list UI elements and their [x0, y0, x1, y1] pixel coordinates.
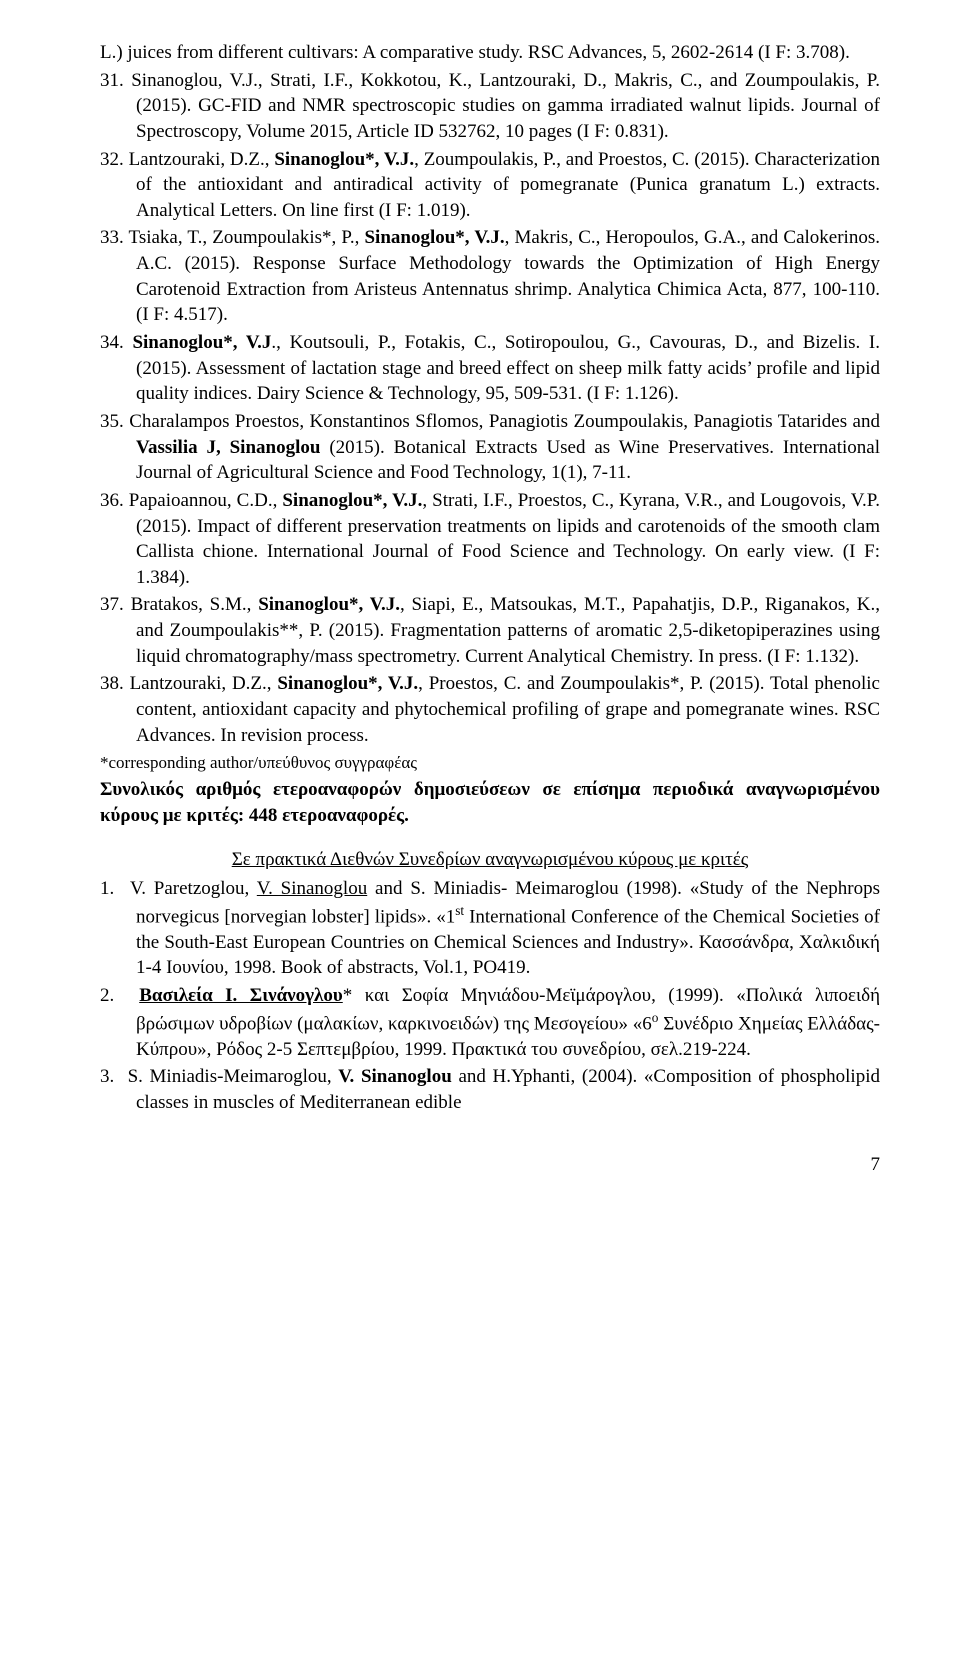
conference-list: 1. V. Paretzoglou, V. Sinanoglou and S. …: [100, 876, 880, 1115]
ref-num: 34.: [100, 332, 124, 353]
author-bold: Sinanoglou*, V.J.: [282, 490, 422, 511]
conf-item: 2. Βασιλεία Ι. Σινάνογλου* και Σοφία Μην…: [100, 983, 880, 1062]
ref-item: 32. Lantzouraki, D.Z., Sinanoglou*, V.J.…: [100, 147, 880, 224]
conf-num: 3.: [100, 1066, 114, 1087]
conf-text: S. Miniadis-Meimaroglou,: [128, 1066, 339, 1087]
ref-text: Tsiaka, T., Zoumpoulakis*, P.,: [129, 227, 365, 248]
author-bold: Sinanoglou*, V.J.: [277, 673, 418, 694]
section-heading: Σε πρακτικά Διεθνών Συνεδρίων αναγνωρισμ…: [100, 847, 880, 873]
ref-item: 37. Bratakos, S.M., Sinanoglou*, V.J., S…: [100, 592, 880, 669]
page-number: 7: [100, 1152, 880, 1178]
ref-num: 36.: [100, 490, 124, 511]
citations-summary: Συνολικός αριθμός ετεροαναφορών δημοσιεύ…: [100, 777, 880, 828]
ref-text: Lantzouraki, D.Z.,: [130, 673, 278, 694]
conf-item: 1. V. Paretzoglou, V. Sinanoglou and S. …: [100, 876, 880, 981]
ref-num: 31.: [100, 70, 124, 91]
conf-num: 1.: [100, 878, 114, 899]
author-bold: V. Sinanoglou: [338, 1066, 452, 1087]
ref-text: L.) juices from different cultivars: A c…: [100, 42, 850, 63]
conf-item: 3. S. Miniadis-Meimaroglou, V. Sinanoglo…: [100, 1064, 880, 1115]
ref-item: L.) juices from different cultivars: A c…: [100, 40, 880, 66]
ref-text: Sinanoglou, V.J., Strati, I.F., Kokkotou…: [131, 70, 880, 142]
conf-text: V. Paretzoglou,: [130, 878, 257, 899]
ref-text: Lantzouraki, D.Z.,: [129, 149, 275, 170]
reference-list: L.) juices from different cultivars: A c…: [100, 40, 880, 748]
author-bold: Vassilia J, Sinanoglou: [136, 437, 320, 458]
ref-item: 35. Charalampos Proestos, Konstantinos S…: [100, 409, 880, 486]
author-bold: Sinanoglou*, V.J.: [364, 227, 504, 248]
author-bold: Sinanoglou*, V.J: [132, 332, 271, 353]
ref-item: 34. Sinanoglou*, V.J., Koutsouli, P., Fo…: [100, 330, 880, 407]
ref-text: Papaioannou, C.D.,: [129, 490, 283, 511]
ref-text: Charalampos Proestos, Konstantinos Sflom…: [129, 411, 880, 432]
ref-num: 33.: [100, 227, 124, 248]
ref-item: 38. Lantzouraki, D.Z., Sinanoglou*, V.J.…: [100, 671, 880, 748]
author-bold-underline: Βασιλεία Ι. Σινάνογλου: [139, 985, 343, 1006]
ref-item: 36. Papaioannou, C.D., Sinanoglou*, V.J.…: [100, 488, 880, 591]
ref-num: 37.: [100, 594, 124, 615]
conf-num: 2.: [100, 985, 114, 1006]
ref-item: 33. Tsiaka, T., Zoumpoulakis*, P., Sinan…: [100, 225, 880, 328]
ref-text: Bratakos, S.M.,: [131, 594, 259, 615]
ref-num: 32.: [100, 149, 124, 170]
corresponding-author-note: *corresponding author/υπεύθυνος συγγραφέ…: [100, 752, 880, 775]
superscript: st: [455, 903, 464, 918]
ref-item: 31. Sinanoglou, V.J., Strati, I.F., Kokk…: [100, 68, 880, 145]
author-bold: Sinanoglou*, V.J.: [258, 594, 400, 615]
ref-num: 35.: [100, 411, 124, 432]
author-underline: V. Sinanoglou: [257, 878, 367, 899]
ref-num: 38.: [100, 673, 124, 694]
author-bold: Sinanoglou*, V.J.: [274, 149, 414, 170]
